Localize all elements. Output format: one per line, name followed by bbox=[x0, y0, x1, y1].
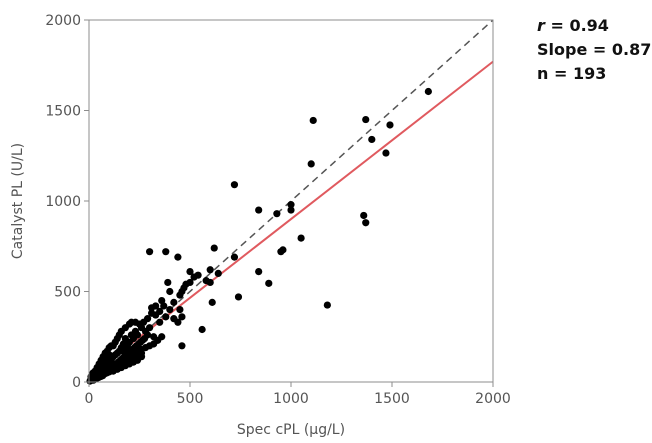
stats-annotation: r = 0.94 Slope = 0.87 n = 193 bbox=[537, 14, 651, 86]
data-point bbox=[137, 324, 146, 332]
data-point bbox=[297, 234, 305, 242]
data-point bbox=[119, 347, 127, 355]
data-point bbox=[164, 278, 172, 287]
data-point bbox=[307, 160, 315, 168]
data-point bbox=[131, 318, 140, 326]
regression-line bbox=[88, 60, 494, 378]
data-point bbox=[166, 287, 174, 296]
stat-r-value: = 0.94 bbox=[544, 16, 609, 35]
data-point bbox=[287, 206, 295, 214]
stat-r-symbol: r bbox=[537, 16, 545, 35]
data-point bbox=[214, 269, 222, 277]
data-point bbox=[362, 115, 370, 124]
data-point bbox=[158, 333, 166, 341]
data-point bbox=[234, 293, 243, 301]
data-point bbox=[273, 210, 281, 218]
data-point bbox=[386, 121, 394, 129]
data-point bbox=[143, 315, 152, 323]
data-point bbox=[156, 318, 164, 326]
data-point bbox=[178, 313, 186, 321]
data-point bbox=[265, 279, 273, 287]
data-point bbox=[86, 377, 94, 385]
y-axis-label: Catalyst PL (U/L) bbox=[10, 143, 26, 259]
x-axis-ticks: 0 500 1000 1500 2000 bbox=[85, 382, 511, 407]
data-point bbox=[360, 211, 368, 220]
data-point bbox=[127, 331, 136, 339]
data-point bbox=[137, 353, 146, 361]
stat-correlation: r = 0.94 bbox=[537, 14, 651, 38]
data-point bbox=[140, 334, 149, 343]
points-layer bbox=[86, 87, 432, 385]
data-point bbox=[158, 296, 166, 305]
data-point bbox=[178, 342, 186, 350]
data-point bbox=[166, 306, 174, 314]
data-point bbox=[146, 248, 154, 256]
y-tick-label: 500 bbox=[54, 285, 81, 301]
stat-slope: Slope = 0.87 bbox=[537, 40, 652, 59]
data-point bbox=[206, 266, 214, 274]
data-point bbox=[309, 116, 317, 125]
x-tick-label: 0 bbox=[85, 391, 94, 407]
data-point bbox=[170, 298, 178, 306]
data-point bbox=[255, 206, 263, 214]
data-point bbox=[424, 87, 432, 96]
data-point bbox=[202, 277, 210, 285]
data-point bbox=[362, 219, 370, 227]
data-point bbox=[198, 325, 206, 334]
data-point bbox=[208, 298, 216, 306]
y-tick-label: 1500 bbox=[45, 104, 81, 120]
data-point bbox=[152, 302, 160, 310]
data-point bbox=[323, 301, 331, 309]
data-point bbox=[174, 253, 182, 261]
y-tick-label: 0 bbox=[72, 375, 81, 391]
data-point bbox=[255, 267, 263, 276]
data-point bbox=[382, 149, 390, 157]
data-point bbox=[210, 244, 218, 252]
data-point bbox=[287, 201, 295, 209]
x-tick-label: 1500 bbox=[374, 391, 410, 407]
data-point bbox=[109, 342, 117, 350]
data-point bbox=[230, 181, 239, 189]
stat-n: n = 193 bbox=[537, 64, 607, 83]
data-point bbox=[176, 306, 184, 314]
data-point bbox=[109, 367, 117, 375]
x-tick-label: 500 bbox=[177, 391, 204, 407]
x-axis-label: Spec cPL (µg/L) bbox=[237, 422, 345, 438]
data-point bbox=[160, 302, 168, 310]
data-point bbox=[176, 291, 184, 299]
y-axis-ticks: 0 500 1000 1500 2000 bbox=[45, 13, 89, 391]
data-point bbox=[103, 354, 111, 363]
y-tick-label: 2000 bbox=[45, 13, 81, 29]
data-point bbox=[368, 135, 376, 144]
data-point bbox=[162, 313, 170, 321]
data-point bbox=[174, 318, 182, 326]
data-point bbox=[230, 253, 239, 261]
data-point bbox=[148, 309, 156, 317]
data-point bbox=[194, 271, 202, 279]
data-point bbox=[162, 248, 170, 256]
data-point bbox=[121, 334, 129, 343]
y-tick-label: 1000 bbox=[45, 194, 81, 210]
data-point bbox=[180, 284, 188, 292]
x-tick-label: 2000 bbox=[475, 391, 511, 407]
data-point bbox=[279, 246, 287, 254]
x-tick-label: 1000 bbox=[273, 391, 309, 407]
data-point bbox=[186, 267, 194, 276]
